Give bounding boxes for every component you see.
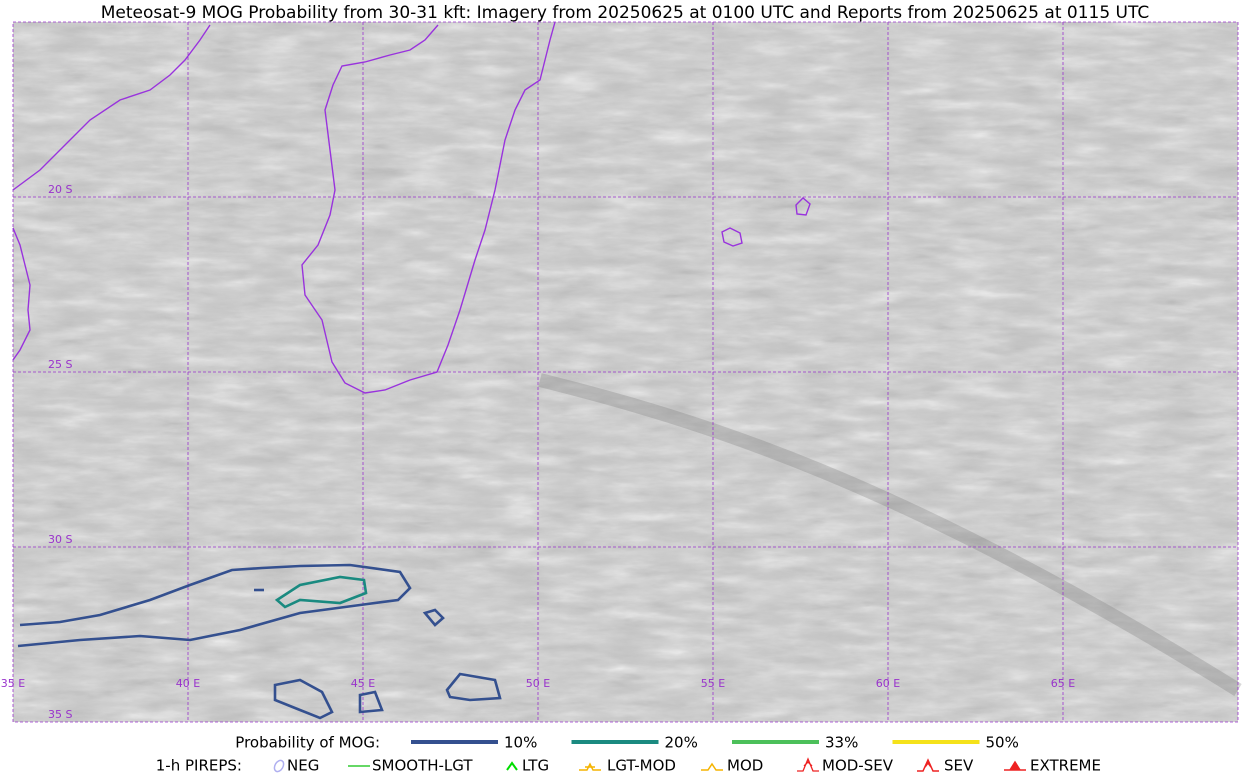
contour-10 [422,608,445,627]
legend-label: SMOOTH-LGT [372,757,473,775]
contour-10 [17,563,412,648]
legend-probability: Probability of MOG: 10% 20% 33% 50% [235,734,1019,752]
legend-pireps: 1-h PIREPS: NEG SMOOTH-LGT LTG LGT-MOD MOD MO… [156,757,1101,775]
legend-label: EXTREME [1030,757,1101,775]
legend-title: Probability of MOG: [235,734,380,752]
legend-label: 20% [665,734,698,752]
legend-label: MOD-SEV [822,757,894,775]
lon-label: 35 E [1,677,25,690]
jet-streak [538,373,1242,696]
contour-20 [274,575,368,609]
lat-label: 35 S [48,708,72,721]
legend-label: LTG [522,757,549,775]
pirep-icon [797,757,819,772]
contour-10 [273,678,334,720]
legend-label: 10% [504,734,537,752]
legend-label: SEV [944,757,974,775]
map: 35 E 40 E 45 E 50 E 55 E 60 E 65 E 20 S 25 S 30 S… [1,21,1242,723]
pirep-icon [273,759,285,773]
lon-label: 65 E [1051,677,1075,690]
graticule: 35 E 40 E 45 E 50 E 55 E 60 E 65 E 20 S 25 S 30 S… [1,21,1239,723]
contour-10 [358,690,384,714]
pirep-icon [917,758,939,772]
coastline-madagascar [301,21,556,394]
pirep-icon [579,762,601,771]
coastline-africa-south [12,227,31,361]
lon-label: 60 E [876,677,900,690]
lon-label: 40 E [176,677,200,690]
map-frame [12,21,1239,723]
pirep-icon [506,761,518,771]
legend-label: NEG [287,757,319,775]
coastline-reunion [721,227,743,247]
coastline-mauritius [795,197,811,216]
pirep-icon [1004,760,1026,771]
lat-label: 30 S [48,533,72,546]
legend-label: MOD [727,757,763,775]
legend-title: 1-h PIREPS: [156,757,242,775]
legend-label: 33% [825,734,858,752]
legend-label: LGT-MOD [607,757,676,775]
lon-label: 55 E [701,677,725,690]
lat-label: 20 S [48,183,72,196]
lat-label: 25 S [48,358,72,371]
contour-10 [445,672,502,702]
title: Meteosat-9 MOG Probability from 30-31 kf… [101,3,1150,23]
legend-label: 50% [986,734,1019,752]
pirep-icon [701,762,723,771]
lon-label: 45 E [351,677,375,690]
coastline-africa [12,24,211,191]
lon-label: 50 E [526,677,550,690]
